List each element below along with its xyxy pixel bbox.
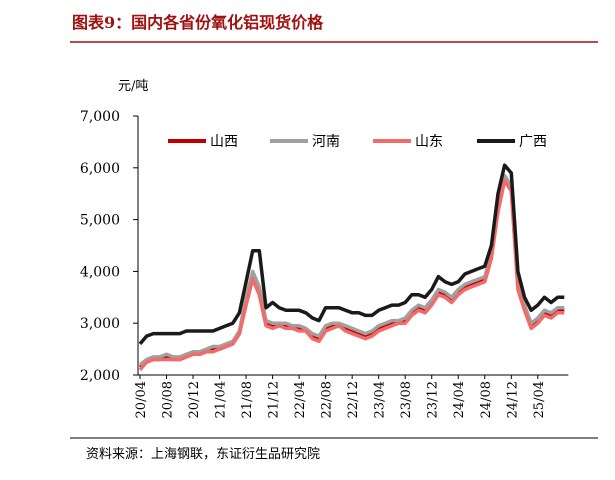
x-tick-label: 23/12 — [426, 381, 441, 418]
legend-label: 广西 — [519, 134, 547, 150]
y-tick-label: 7,000 — [80, 109, 120, 125]
y-tick-label: 3,000 — [80, 316, 120, 332]
chart-title: 图表9：国内各省份氧化铝现货价格 — [72, 13, 324, 32]
x-tick-label: 23/08 — [399, 381, 414, 418]
x-tick-label: 24/08 — [479, 381, 494, 418]
x-tick-label: 20/12 — [187, 381, 202, 418]
x-tick-label: 24/04 — [452, 381, 467, 418]
legend-label: 河南 — [312, 134, 340, 150]
x-tick-label: 24/12 — [505, 381, 520, 418]
x-tick-label: 23/04 — [373, 381, 388, 418]
y-tick-label: 6,000 — [80, 161, 120, 177]
x-tick-label: 21/08 — [240, 381, 255, 418]
series-line — [138, 163, 565, 346]
legend-label: 山西 — [210, 134, 238, 150]
source: 资料来源：上海钢联，东证衍生品研究院 — [86, 447, 320, 462]
x-tick-label: 22/04 — [293, 381, 308, 418]
y-tick-label: 2,000 — [80, 368, 120, 384]
x-tick-label: 20/04 — [134, 381, 149, 418]
x-tick-label: 22/08 — [320, 381, 335, 418]
y-tick-label: 4,000 — [80, 264, 120, 280]
x-tick-label: 21/12 — [267, 381, 282, 418]
y-axis-label: 元/吨 — [118, 79, 148, 94]
x-tick-label: 25/04 — [532, 381, 547, 418]
legend-label: 山东 — [415, 134, 443, 150]
x-tick-label: 21/04 — [214, 381, 229, 418]
series-line — [138, 179, 565, 371]
x-tick-label: 22/12 — [346, 381, 361, 418]
x-tick-label: 20/08 — [161, 381, 176, 418]
y-tick-label: 5,000 — [80, 213, 120, 229]
